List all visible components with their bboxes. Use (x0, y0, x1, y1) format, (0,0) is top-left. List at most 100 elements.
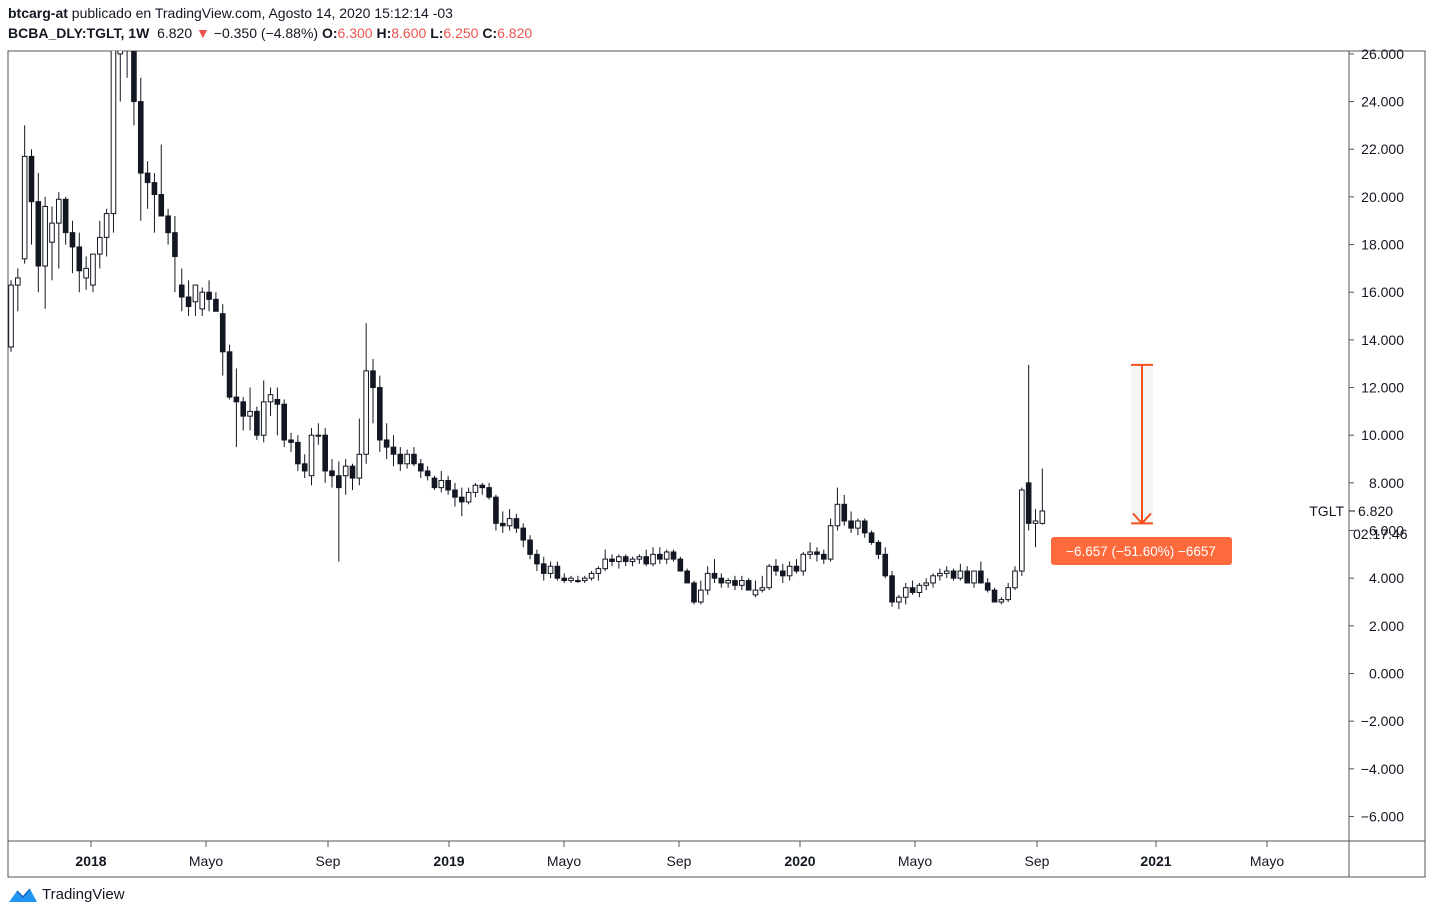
candle-body-up (110, 51, 117, 215)
time-axis[interactable]: 2018 Mayo Sep 2019 Mayo Sep 2020 Mayo Sep 2021 May… (75, 841, 1284, 869)
candle (663, 549, 670, 564)
candle-body-up (260, 401, 267, 436)
candle-body-down (158, 194, 165, 217)
candle-body-down (745, 580, 752, 591)
x-tick-label: Sep (667, 853, 692, 869)
candle-body-up (356, 453, 363, 479)
candle (165, 208, 171, 245)
candle (1012, 566, 1018, 591)
candle-body-down (684, 570, 690, 584)
candle-body-up (117, 51, 124, 55)
candle (69, 220, 76, 274)
candle-body-down (383, 439, 390, 448)
candle (779, 563, 786, 583)
chart-frame (7, 50, 1426, 878)
candle (383, 423, 390, 460)
candle-body-up (834, 503, 841, 527)
y-tick-label: 16.000 (1361, 284, 1404, 300)
candle (28, 149, 35, 245)
candle-body-down (773, 565, 779, 572)
candle-body-down (718, 577, 725, 584)
candle-body-up (595, 568, 602, 574)
y-tick-label: −2.000 (1361, 713, 1404, 729)
candle (575, 575, 581, 583)
candle-body-up (581, 577, 588, 582)
candle (684, 568, 690, 584)
candles (8, 51, 1046, 610)
candle (233, 368, 240, 448)
candle-body-down (848, 520, 854, 529)
candle (971, 570, 977, 588)
candle (1019, 487, 1025, 576)
candle-body-down (254, 410, 260, 436)
candle (472, 482, 479, 498)
y-tick-label: 26.000 (1361, 46, 1404, 62)
candle-body-down (643, 556, 649, 565)
candle-body-up (855, 520, 861, 529)
candle (431, 475, 438, 491)
candle-body-up (650, 553, 656, 565)
x-tick-label: 2018 (75, 853, 106, 869)
candle (21, 125, 28, 264)
candle-body-up (998, 599, 1005, 603)
candle (178, 268, 185, 312)
measure-label: −6.657 (−51.60%) −6657 (1066, 544, 1216, 559)
candle (8, 280, 14, 352)
candle (711, 559, 718, 583)
author-name[interactable]: btcarg-at (8, 5, 68, 21)
candle-body-down (397, 453, 404, 465)
candle (650, 547, 656, 567)
candle (698, 580, 704, 605)
candle-body-up (752, 589, 759, 596)
candle-body-up (49, 222, 55, 243)
candle-body-up (923, 582, 930, 586)
candle-body-down (240, 401, 247, 417)
candle-body-up (96, 236, 103, 255)
candle (499, 511, 506, 533)
symbol-interval: BCBA_DLY:TGLT, 1W (8, 25, 150, 41)
candle-body-down (336, 475, 342, 489)
candle (240, 397, 247, 431)
candle-body-down (301, 463, 308, 472)
x-tick-label: 2019 (433, 853, 464, 869)
candle-body-down (561, 577, 568, 582)
candle (588, 571, 595, 581)
last-price-label: 6.820 (1358, 503, 1393, 519)
candle (126, 51, 128, 78)
candle-body-down (609, 558, 615, 562)
candle-body-down (458, 496, 465, 503)
candle (117, 51, 124, 102)
candle (1005, 582, 1011, 603)
candle (15, 268, 21, 312)
candle-body-up (725, 580, 731, 584)
x-tick-label: Sep (1025, 853, 1050, 869)
candle-body-up (698, 589, 704, 603)
candle-body-up (766, 565, 772, 589)
candle (670, 549, 677, 562)
candle-body-down (499, 522, 506, 527)
candle-body-down (520, 527, 527, 541)
candle (827, 518, 834, 562)
measure-tool[interactable]: −6.657 (−51.60%) −6657 (1051, 363, 1232, 565)
x-tick-label: Sep (316, 853, 341, 869)
candle (848, 511, 854, 533)
candle-body-up (465, 491, 472, 503)
candle (930, 573, 936, 588)
candle (62, 196, 69, 245)
candle-body-down (151, 182, 158, 196)
x-tick-label: Mayo (189, 853, 223, 869)
publish-info: btcarg-at publicado en TradingView.com, … (8, 5, 453, 21)
candle (206, 280, 212, 312)
footer-brand[interactable]: TradingView (8, 886, 125, 903)
candle-body-up (21, 155, 28, 260)
candle (752, 580, 759, 598)
price-axis[interactable]: 26.000 24.000 22.000 20.000 18.000 16.000 14.0… (1349, 46, 1404, 825)
candle (534, 549, 540, 572)
candle-body-up (404, 453, 410, 465)
candle-body-up (602, 558, 609, 570)
candle (1039, 468, 1046, 525)
down-arrow-icon: ▼ (196, 25, 210, 41)
candle (834, 487, 841, 531)
candle (998, 597, 1005, 605)
